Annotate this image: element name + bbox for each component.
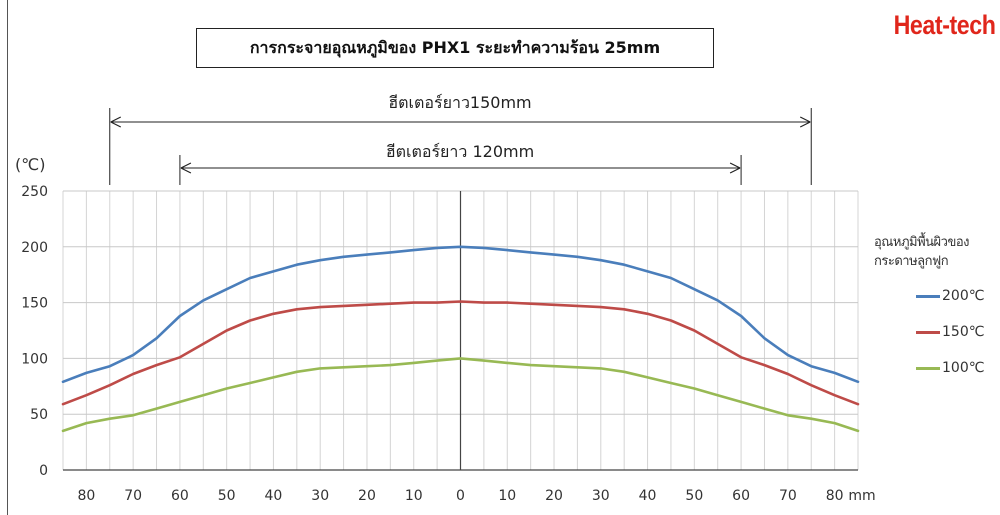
x-tick-label: 20: [358, 488, 376, 504]
x-tick-label: 10: [405, 488, 423, 504]
x-tick-label: 10: [498, 488, 516, 504]
dimension-annotations: ฮีตเตอร์ยาว150mm ฮีตเตอร์ยาว 120mm: [109, 93, 812, 185]
x-tick-label: 20: [545, 488, 563, 504]
y-tick-label: 0: [39, 463, 48, 479]
series-line-150℃: [61, 300, 860, 406]
x-tick-label: 0: [456, 488, 465, 504]
legend-item: 150℃: [874, 314, 1000, 350]
heater-120mm-arrow-left: [180, 162, 192, 174]
legend-swatch: [916, 330, 940, 334]
legend-items: 200℃ 150℃ 100℃: [874, 278, 1000, 386]
x-tick-label: 70: [124, 488, 142, 504]
y-tick-label: 200: [21, 240, 48, 256]
x-tick-label: 80: [77, 488, 95, 504]
series-line-200℃: [61, 245, 860, 384]
x-tick-label: 80: [826, 488, 844, 504]
legend-item: 100℃: [874, 350, 1000, 386]
x-tick-label: 70: [779, 488, 797, 504]
x-tick-label: 50: [218, 488, 236, 504]
heater-150mm-arrow-left: [110, 116, 122, 128]
x-tick-label: 60: [171, 488, 189, 504]
legend-label: 200℃: [942, 288, 985, 304]
heater-150mm-label: ฮีตเตอร์ยาว150mm: [388, 93, 531, 112]
y-tick-label: 150: [21, 296, 48, 312]
heater-120mm-arrow-right: [729, 162, 741, 174]
series-line-100℃: [61, 357, 860, 433]
legend-label: 150℃: [942, 324, 985, 340]
heater-150mm-arrow-right: [799, 116, 811, 128]
series-layer: [61, 245, 860, 433]
legend-label: 100℃: [942, 360, 985, 376]
y-tick-label: 100: [21, 351, 48, 367]
legend-swatch: [916, 366, 940, 370]
legend-item: 200℃: [874, 278, 1000, 314]
x-tick-label: 30: [311, 488, 329, 504]
x-tick-label: 50: [685, 488, 703, 504]
heater-120mm-label: ฮีตเตอร์ยาว 120mm: [386, 142, 534, 161]
brand-logo: Heat-tech: [894, 10, 996, 40]
x-tick-label: 60: [732, 488, 750, 504]
frame-border: [7, 0, 8, 515]
legend: อุณหภูมิพื้นผิวของกระดาษลูกฟูก 200℃ 150℃ 1…: [874, 233, 1000, 386]
x-tick-label: 30: [592, 488, 610, 504]
x-unit-label: mm: [848, 488, 875, 504]
legend-swatch: [916, 294, 940, 298]
x-tick-label: 40: [639, 488, 657, 504]
y-tick-label: 50: [30, 407, 48, 423]
chart-title: การกระจายอุณหภูมิของ PHX1 ระยะทำความร้อน…: [196, 28, 714, 68]
legend-title: อุณหภูมิพื้นผิวของกระดาษลูกฟูก: [874, 235, 970, 269]
x-tick-label: 40: [265, 488, 283, 504]
y-axis-label: (℃): [15, 155, 45, 174]
y-tick-label: 250: [21, 184, 48, 200]
